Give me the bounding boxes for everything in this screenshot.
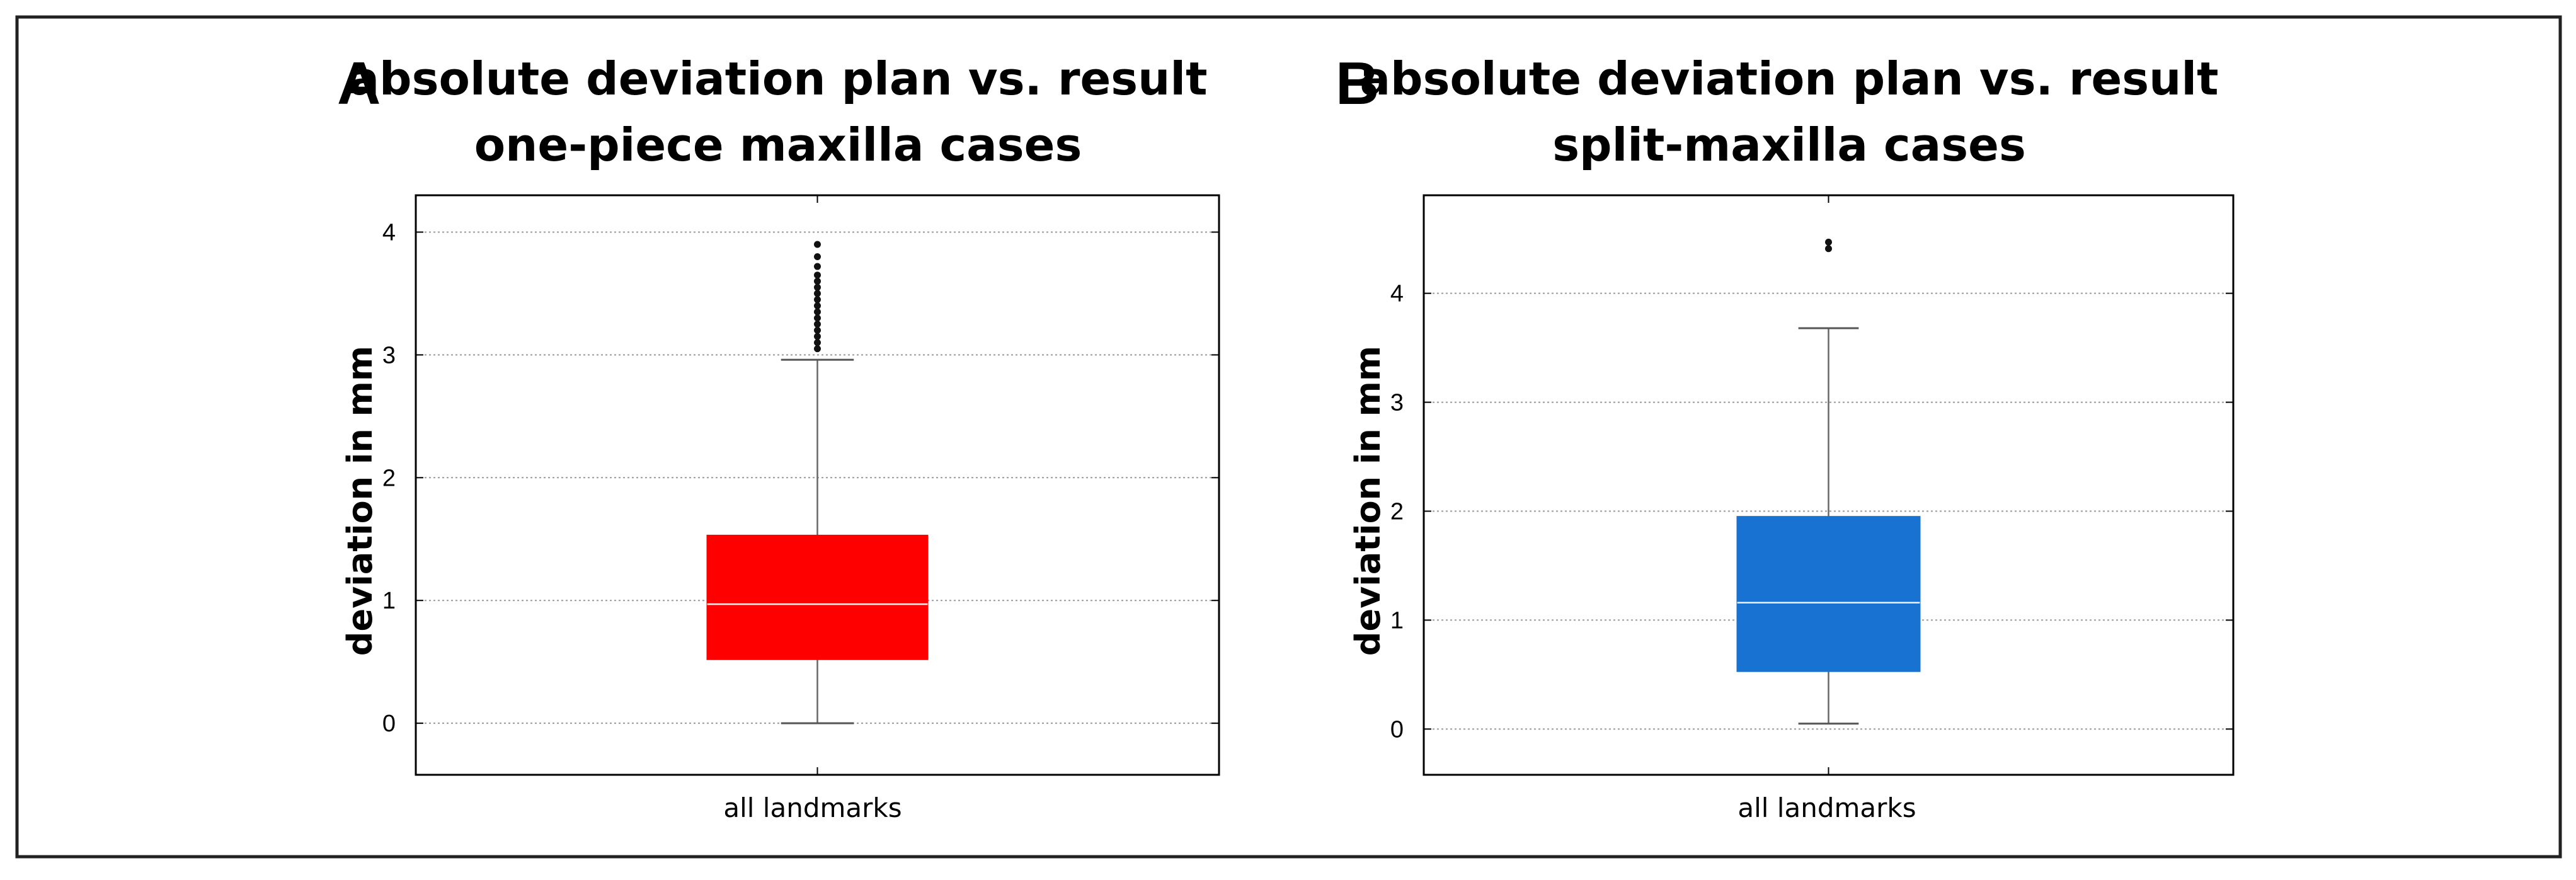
- y-tick-label-a-4: 4: [382, 219, 396, 246]
- outlier-point-a-15: [814, 241, 821, 248]
- outlier-point-a-0: [814, 345, 821, 353]
- y-tick-label-b-3: 3: [1390, 390, 1404, 416]
- panel-letter-b: B: [1336, 50, 1379, 117]
- outlier-point-b-0: [1825, 245, 1832, 253]
- outlier-point-a-1: [814, 339, 821, 346]
- y-axis-label-b: deviation in mm: [1348, 346, 1388, 656]
- outlier-point-a-4: [814, 321, 821, 328]
- outlier-point-a-5: [814, 314, 821, 322]
- chart-title-a-line-1: absolute deviation plan vs. result: [348, 52, 1207, 105]
- outlier-point-a-10: [814, 283, 821, 291]
- y-axis-label-a: deviation in mm: [340, 346, 380, 656]
- y-tick-label-a-1: 1: [382, 588, 396, 614]
- iqr-box-a: [706, 534, 929, 660]
- outlier-point-a-3: [814, 326, 821, 334]
- outlier-point-a-14: [814, 253, 821, 260]
- outlier-point-a-2: [814, 333, 821, 340]
- plot-area-b: 0 1 2 3 4: [1390, 194, 2235, 776]
- y-tick-label-b-2: 2: [1390, 499, 1404, 525]
- outlier-point-a-13: [814, 263, 821, 270]
- y-tick-label-b-1: 1: [1390, 607, 1404, 634]
- figure-border: [15, 15, 2562, 859]
- outlier-point-a-7: [814, 302, 821, 309]
- iqr-box-b: [1736, 516, 1921, 672]
- plot-area-a: 0 1 2 3 4: [382, 194, 1220, 776]
- outlier-point-a-9: [814, 290, 821, 297]
- panel-b: B absolute deviation plan vs. result spl…: [1336, 50, 2235, 823]
- chart-title-b-line-2: split-maxilla cases: [1552, 118, 2026, 171]
- outlier-point-a-8: [814, 296, 821, 304]
- x-axis-label-a: all landmarks: [723, 792, 902, 823]
- y-tick-label-a-2: 2: [382, 465, 396, 491]
- outlier-point-a-6: [814, 308, 821, 316]
- chart-title-b-line-1: absolute deviation plan vs. result: [1360, 52, 2218, 105]
- outlier-point-a-11: [814, 277, 821, 285]
- panel-letter-a: A: [337, 50, 381, 117]
- y-tick-label-a-3: 3: [382, 342, 396, 369]
- y-tick-label-a-0: 0: [382, 711, 396, 737]
- outlier-point-b-1: [1825, 238, 1832, 246]
- outlier-point-a-12: [814, 271, 821, 279]
- chart-title-a-line-2: one-piece maxilla cases: [474, 118, 1082, 171]
- x-axis-label-b: all landmarks: [1737, 792, 1916, 823]
- panel-a: A absolute deviation plan vs. result one…: [337, 50, 1220, 823]
- y-tick-label-b-4: 4: [1390, 281, 1404, 307]
- y-tick-label-b-0: 0: [1390, 716, 1404, 743]
